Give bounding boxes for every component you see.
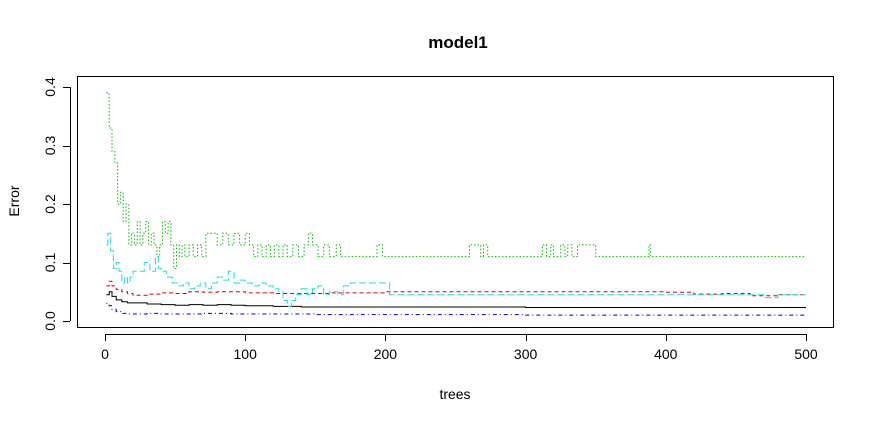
y-tick-label: 0.3 — [42, 136, 58, 156]
plot-frame — [77, 76, 834, 328]
series-layer — [106, 92, 806, 316]
series-line-5 — [106, 232, 806, 307]
y-axis: 0.0 0.1 0.2 0.3 0.4 — [42, 77, 71, 331]
y-axis-label: Error — [6, 185, 22, 216]
series-line-2 — [106, 280, 806, 297]
x-axis-label: trees — [439, 386, 470, 402]
y-tick-label: 0.2 — [42, 194, 58, 214]
y-tick-label: 0.0 — [42, 311, 58, 331]
series-line-3 — [106, 92, 806, 269]
chart-title: model1 — [428, 33, 488, 52]
x-axis: 0 100 200 300 400 500 — [101, 334, 818, 362]
y-tick-label: 0.4 — [42, 77, 58, 97]
x-tick-label: 200 — [374, 346, 398, 362]
y-tick-label: 0.1 — [42, 253, 58, 273]
series-line-1 — [106, 291, 806, 308]
x-tick-label: 500 — [794, 346, 818, 362]
x-tick-label: 100 — [234, 346, 258, 362]
x-tick-label: 400 — [654, 346, 678, 362]
series-line-4 — [106, 302, 806, 316]
x-tick-label: 300 — [514, 346, 538, 362]
x-tick-label: 0 — [101, 346, 109, 362]
